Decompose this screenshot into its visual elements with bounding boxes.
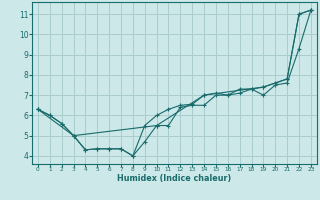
X-axis label: Humidex (Indice chaleur): Humidex (Indice chaleur) bbox=[117, 174, 232, 183]
